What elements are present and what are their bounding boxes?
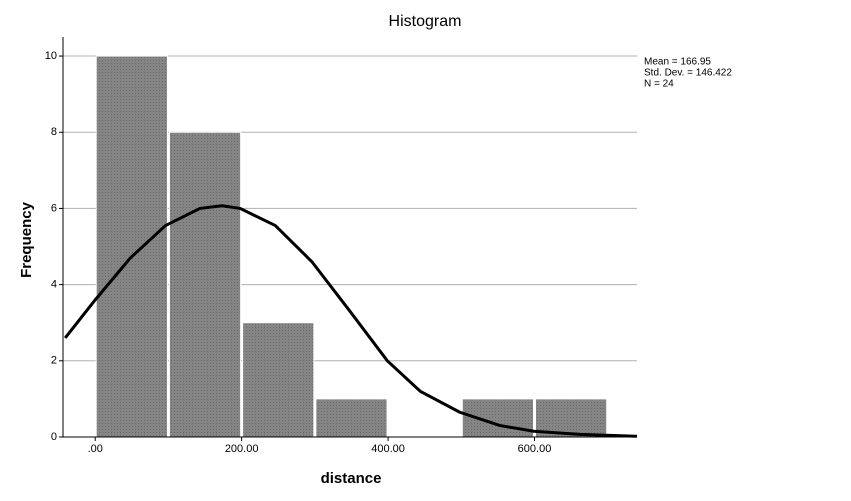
x-tick-label: 200.00 — [225, 443, 259, 455]
y-tick-label: 6 — [51, 202, 57, 214]
normal-curve — [64, 204, 638, 438]
stat-annotation: Std. Dev. = 146.422 — [644, 68, 732, 79]
x-axis-title: distance — [321, 470, 382, 487]
bar — [315, 398, 388, 438]
x-tick-label: 400.00 — [371, 443, 405, 455]
chart-title: Histogram — [389, 13, 462, 30]
bar — [242, 322, 315, 438]
y-tick-label: 0 — [51, 431, 57, 443]
y-axis-title: Frequency — [18, 201, 35, 278]
y-tick-label: 2 — [51, 355, 57, 367]
y-tick-label: 4 — [51, 279, 57, 291]
bar — [535, 398, 608, 438]
stat-annotation: N = 24 — [644, 79, 674, 90]
y-tick-label: 10 — [45, 50, 57, 62]
x-tick-label: 600.00 — [518, 443, 552, 455]
y-tick-label: 8 — [51, 126, 57, 138]
bar — [168, 131, 242, 438]
stat-annotation: Mean = 166.95 — [644, 57, 711, 68]
bar — [95, 55, 168, 438]
x-tick-label: .00 — [88, 443, 103, 455]
